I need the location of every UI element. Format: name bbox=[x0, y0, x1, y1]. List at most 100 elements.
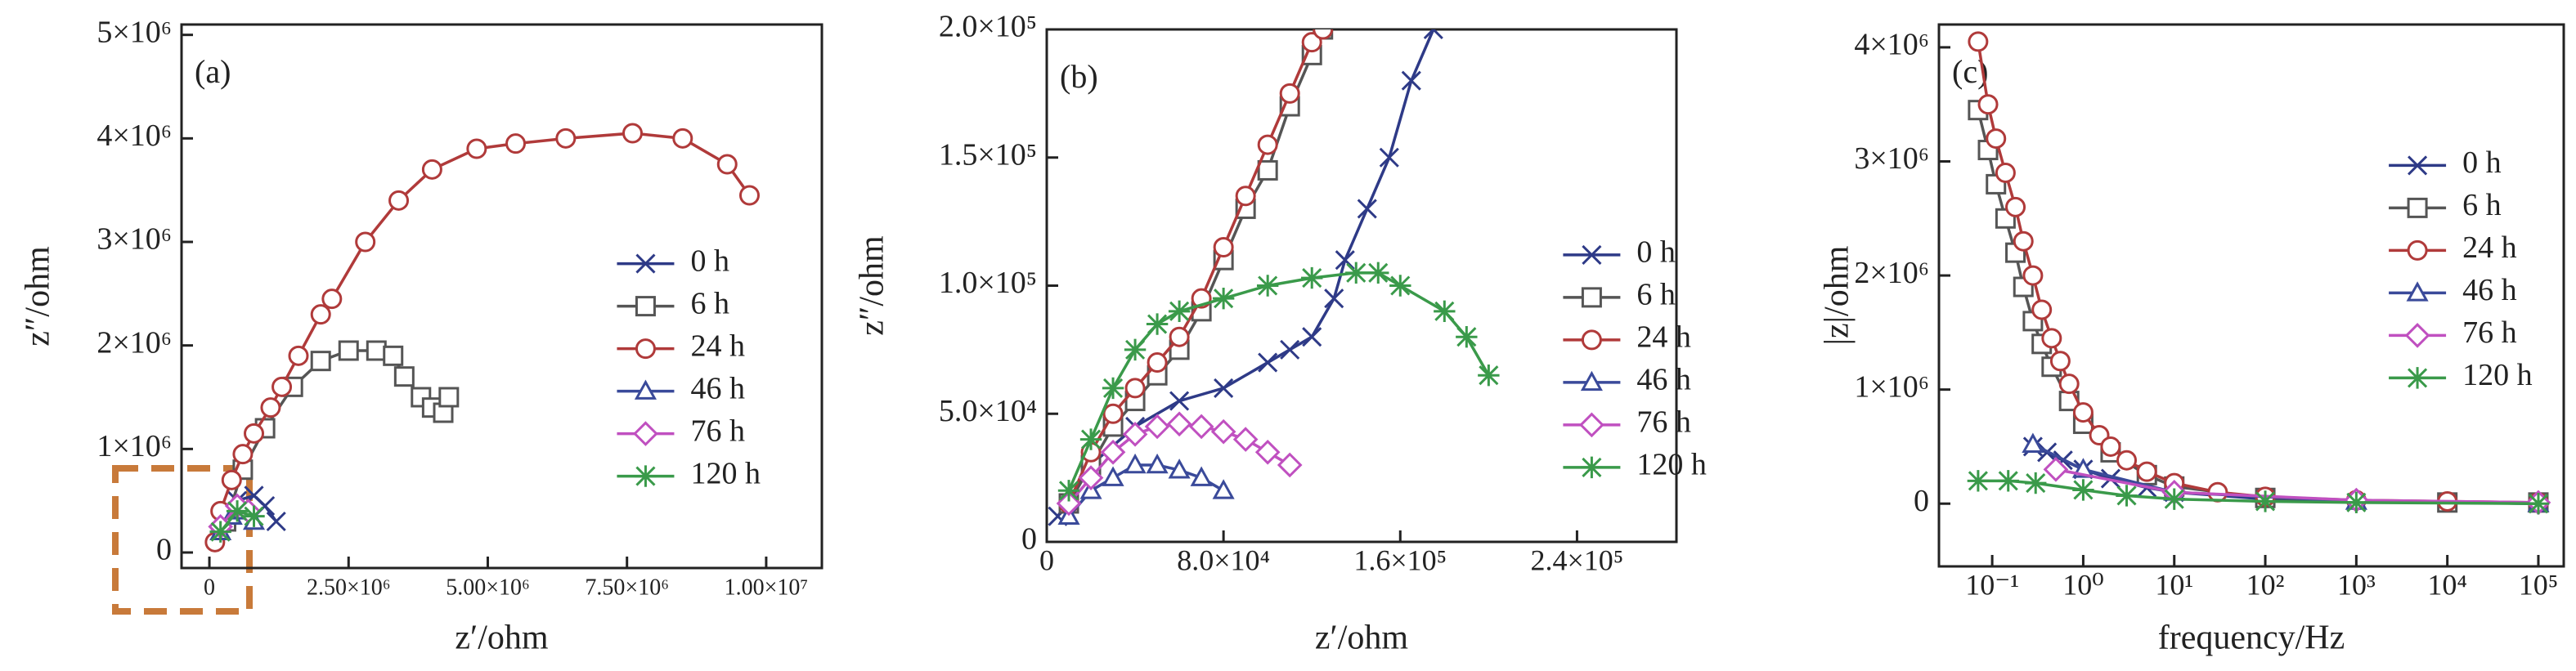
marker-part bbox=[1168, 459, 1191, 479]
marker-part bbox=[1313, 29, 1334, 40]
marker bbox=[1079, 428, 1102, 450]
marker bbox=[2345, 491, 2367, 514]
marker-part bbox=[1367, 262, 1389, 284]
marker bbox=[2025, 472, 2047, 494]
marker-part bbox=[1423, 29, 1443, 40]
marker bbox=[2072, 402, 2094, 423]
x-tick-label: 10¹ bbox=[2155, 568, 2193, 601]
marker-part bbox=[1057, 480, 1080, 502]
marker-part bbox=[1301, 266, 1323, 289]
marker-part bbox=[1379, 147, 1399, 168]
marker-part bbox=[2022, 432, 2044, 453]
marker-part bbox=[1212, 479, 1235, 499]
marker bbox=[1210, 418, 1236, 445]
legend-label: 46 h bbox=[1636, 363, 1690, 397]
marker-part bbox=[338, 340, 359, 361]
marker-part bbox=[1301, 32, 1322, 53]
marker-part bbox=[622, 123, 644, 144]
legend-label: 6 h bbox=[2462, 188, 2502, 222]
marker bbox=[555, 127, 577, 149]
marker bbox=[1280, 339, 1300, 360]
marker-part bbox=[1124, 338, 1147, 361]
y-tick-label: 4×10⁶ bbox=[1854, 28, 1929, 62]
marker-part bbox=[2031, 299, 2053, 320]
marker-part bbox=[1277, 452, 1303, 478]
marker-part bbox=[635, 253, 656, 274]
legend-label: 0 h bbox=[690, 244, 729, 278]
marker bbox=[421, 159, 442, 180]
plot-frame bbox=[1937, 23, 2565, 568]
marker bbox=[1324, 289, 1344, 309]
marker bbox=[622, 123, 644, 144]
series-group bbox=[1048, 29, 1500, 526]
marker-part bbox=[2254, 490, 2277, 512]
marker-part bbox=[635, 465, 657, 487]
marker bbox=[2163, 488, 2185, 510]
marker bbox=[2058, 374, 2080, 395]
marker bbox=[1169, 326, 1190, 347]
y-tick-label: 5×10⁶ bbox=[96, 15, 172, 49]
marker bbox=[355, 231, 376, 253]
x-tick-label: 0 bbox=[1039, 544, 1054, 576]
marker bbox=[2031, 299, 2053, 320]
y-tick-label: 1.0×10⁵ bbox=[939, 266, 1037, 300]
marker bbox=[635, 338, 656, 360]
marker bbox=[2254, 490, 2277, 512]
marker bbox=[266, 511, 286, 532]
legend-label: 0 h bbox=[2462, 145, 2502, 180]
marker-part bbox=[1335, 250, 1355, 271]
marker bbox=[1581, 287, 1602, 308]
marker-part bbox=[272, 376, 293, 397]
marker bbox=[1986, 128, 2007, 150]
x-axis-label: z′/ohm bbox=[455, 620, 548, 657]
y-tick-label: 2.0×10⁵ bbox=[939, 10, 1037, 44]
marker-part bbox=[2072, 479, 2094, 501]
panel-label: (a) bbox=[195, 53, 231, 90]
marker-part bbox=[1456, 326, 1478, 348]
marker bbox=[1212, 479, 1235, 499]
legend-label: 120 h bbox=[1636, 448, 1706, 482]
marker-part bbox=[1580, 370, 1603, 391]
marker-part bbox=[1079, 428, 1102, 450]
legend-label: 46 h bbox=[2462, 273, 2517, 307]
marker bbox=[1147, 352, 1168, 374]
series-group bbox=[1967, 31, 2551, 516]
marker bbox=[1146, 453, 1169, 474]
marker bbox=[1213, 236, 1234, 257]
series-line bbox=[1977, 110, 2538, 504]
marker bbox=[2041, 328, 2062, 349]
x-tick-label: 1.6×10⁵ bbox=[1353, 544, 1447, 576]
marker bbox=[1124, 453, 1147, 474]
marker-part bbox=[555, 127, 577, 149]
marker bbox=[1168, 459, 1191, 479]
marker bbox=[2406, 367, 2429, 389]
marker-part bbox=[310, 351, 331, 372]
marker-part bbox=[634, 379, 657, 400]
marker-part bbox=[1401, 70, 1421, 91]
legend-label: 76 h bbox=[2462, 315, 2517, 350]
marker-part bbox=[635, 296, 656, 317]
zoom-box bbox=[112, 465, 253, 615]
marker bbox=[1389, 275, 1411, 297]
marker-part bbox=[1147, 352, 1168, 374]
marker bbox=[1997, 470, 2019, 492]
marker-part bbox=[2022, 265, 2044, 286]
marker bbox=[366, 340, 387, 361]
marker bbox=[1122, 422, 1148, 447]
marker-part bbox=[1144, 414, 1170, 440]
marker-part bbox=[1582, 244, 1602, 265]
marker bbox=[2116, 450, 2138, 471]
marker-part bbox=[2049, 351, 2071, 372]
marker bbox=[209, 521, 231, 543]
marker-part bbox=[1302, 327, 1322, 347]
x-tick-label: 10⁻¹ bbox=[1965, 568, 2019, 601]
marker-part bbox=[633, 421, 658, 446]
marker-part bbox=[2408, 155, 2428, 176]
marker bbox=[1078, 465, 1104, 490]
marker bbox=[2404, 323, 2430, 348]
marker bbox=[672, 127, 693, 149]
marker bbox=[1257, 159, 1278, 181]
marker bbox=[388, 190, 410, 211]
marker-part bbox=[2136, 461, 2157, 482]
